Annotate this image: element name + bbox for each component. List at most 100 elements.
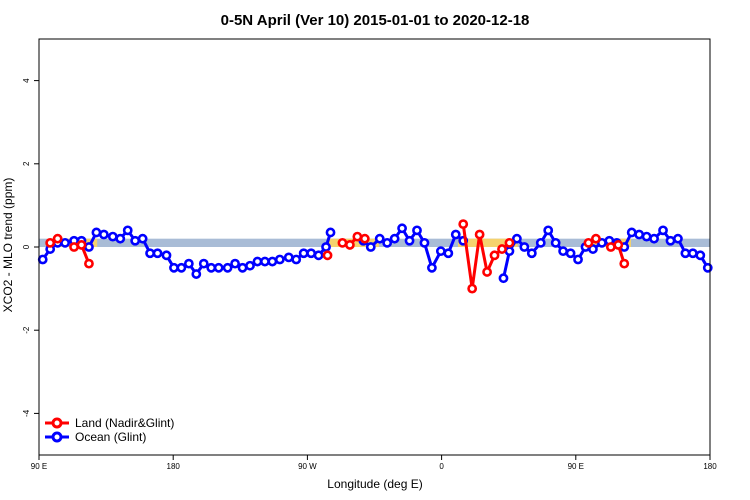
ocean-point-0-14 [145, 248, 155, 259]
ocean-point-0-35 [306, 248, 317, 259]
land-point-3-3 [359, 233, 370, 244]
y-axis-label: XCO2 - MLO trend (ppm) [1, 178, 15, 313]
ocean-point-0-15 [152, 248, 163, 259]
ocean-point-2-3 [519, 242, 530, 252]
ocean-point-2-4 [526, 248, 537, 259]
land-point-3-1 [344, 240, 355, 250]
land-point-4-0 [458, 219, 469, 230]
land-point-4-3 [482, 267, 492, 277]
ocean-point-0-31 [274, 254, 285, 265]
ocean-point-2-5 [535, 237, 546, 248]
land-point-5-0 [583, 237, 594, 248]
ocean-point-0-23 [213, 262, 224, 273]
land-point-0-0 [45, 237, 56, 248]
ocean-point-2-2 [512, 233, 522, 244]
ocean-point-2-17 [626, 227, 637, 238]
ocean-point-0-27 [245, 260, 255, 271]
ocean-point-2-19 [641, 231, 652, 242]
x-tick-label-5: 180 [703, 462, 717, 471]
plot-series [37, 219, 713, 294]
ocean-point-0-11 [122, 225, 133, 236]
ocean-point-2-20 [649, 233, 659, 244]
legend: Land (Nadir&Glint) Ocean (Glint) [45, 416, 174, 444]
legend-ocean-label: Ocean (Glint) [75, 430, 146, 444]
ocean-point-1-7 [412, 225, 422, 236]
land-point-6-2 [619, 258, 630, 269]
ocean-point-0-0 [37, 254, 48, 265]
y-tick-label-0: -4 [22, 409, 31, 417]
ocean-point-1-3 [382, 237, 393, 248]
x-tick-label-4: 90 E [568, 462, 584, 471]
ocean-point-0-36 [313, 250, 324, 261]
land-point-4-1 [467, 283, 478, 294]
ocean-point-1-8 [419, 237, 430, 248]
ocean-point-1-1 [365, 242, 376, 252]
ocean-point-2-26 [695, 250, 706, 261]
ocean-point-0-10 [115, 233, 126, 244]
legend-land-marker [51, 417, 63, 429]
ocean-point-0-24 [222, 262, 233, 273]
y-tick-label-1: -2 [22, 326, 31, 334]
legend-ocean-marker [51, 431, 63, 443]
ocean-point-0-34 [298, 248, 309, 259]
ocean-point-0-32 [283, 252, 294, 263]
ocean-point-0-16 [161, 250, 172, 261]
land-point-5-1 [591, 233, 601, 244]
ocean-point-2-25 [687, 248, 698, 259]
ocean-point-0-30 [267, 256, 278, 267]
land-point-1-1 [76, 240, 87, 250]
y-tick-label-3: 2 [22, 161, 31, 166]
ocean-point-0-37 [321, 242, 331, 252]
y-tick-label-4: 4 [22, 78, 31, 83]
land-point-1-0 [69, 242, 79, 252]
ocean-point-0-21 [198, 258, 209, 269]
ocean-point-1-4 [389, 233, 400, 244]
ocean-point-0-26 [237, 262, 248, 273]
x-tick-label-1: 180 [167, 462, 181, 471]
ocean-point-0-22 [206, 262, 217, 273]
ocean-point-0-20 [191, 269, 202, 279]
ocean-point-2-22 [665, 235, 676, 246]
ocean-point-2-9 [565, 248, 576, 259]
ocean-point-0-8 [98, 229, 109, 240]
x-tick-label-3: 0 [439, 462, 444, 471]
ocean-point-0-13 [137, 233, 148, 244]
land-point-4-5 [497, 244, 507, 254]
chart-title: 0-5N April (Ver 10) 2015-01-01 to 2020-1… [221, 12, 530, 29]
ocean-point-2-8 [558, 246, 569, 257]
ocean-point-0-7 [91, 227, 102, 238]
land-point-6-0 [605, 242, 616, 252]
ocean-point-0-25 [230, 258, 240, 269]
land-point-4-6 [504, 237, 515, 248]
ocean-point-2-12 [588, 244, 598, 254]
land-point-2-0 [322, 250, 333, 261]
ocean-point-1-6 [404, 235, 415, 246]
ocean-point-0-17 [169, 262, 179, 273]
land-point-6-1 [613, 240, 624, 250]
ocean-point-0-38 [325, 227, 336, 238]
x-axis-label: Longitude (deg E) [327, 477, 422, 491]
ocean-point-0-19 [183, 258, 194, 269]
ocean-point-0-9 [107, 231, 118, 242]
x-axis: 90 E 180 90 W 0 90 E 180 [31, 455, 717, 471]
ocean-point-2-10 [573, 254, 583, 265]
ocean-point-1-12 [450, 229, 461, 240]
ocean-point-2-24 [680, 248, 691, 259]
band-land-2 [458, 238, 518, 247]
land-point-1-2 [84, 258, 94, 269]
land-point-3-0 [337, 237, 348, 248]
ocean-point-0-28 [252, 256, 263, 267]
land-point-0-1 [52, 233, 63, 244]
ocean-point-0-18 [176, 262, 187, 273]
y-axis: -4 -2 0 2 4 [22, 78, 39, 417]
ocean-point-0-6 [84, 242, 94, 252]
legend-land-label: Land (Nadir&Glint) [75, 416, 174, 430]
land-point-4-4 [489, 250, 500, 261]
x-tick-label-0: 90 E [31, 462, 47, 471]
ocean-point-2-0 [498, 273, 509, 284]
ocean-point-0-33 [291, 254, 302, 265]
ocean-point-0-3 [60, 237, 70, 248]
ocean-point-0-12 [130, 235, 141, 246]
y-tick-label-2: 0 [22, 244, 31, 249]
